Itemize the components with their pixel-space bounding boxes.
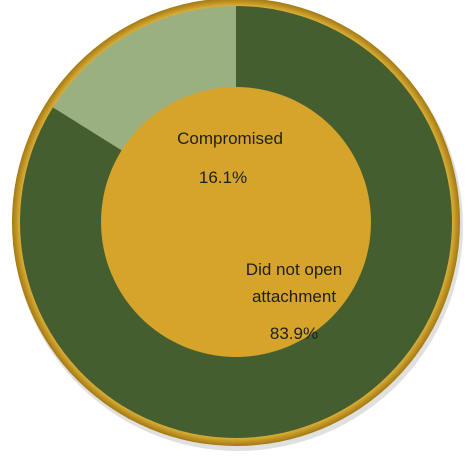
slice-label-compromised: Compromised 16.1% <box>177 129 283 187</box>
slice-label-did-not-open: Did not open attachment 83.9% <box>246 260 342 343</box>
slice-label-did-not-open-line-1: Did not open <box>246 260 342 279</box>
slice-label-compromised-line-1: Compromised <box>177 129 283 148</box>
slice-value-compromised: 16.1% <box>199 168 247 187</box>
slice-label-did-not-open-line-2: attachment <box>252 287 336 306</box>
donut-center <box>101 87 371 357</box>
slice-value-did-not-open: 83.9% <box>270 324 318 343</box>
